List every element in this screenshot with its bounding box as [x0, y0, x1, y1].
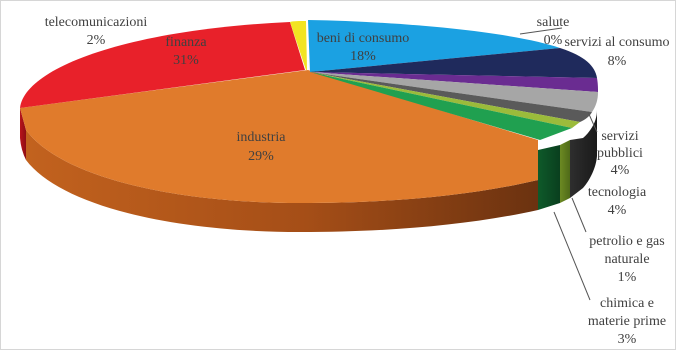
label-petrolio: petrolio e gas naturale 1% — [589, 234, 664, 285]
label-petrolio-line-2: 1% — [618, 270, 637, 285]
label-tecnologia-line-0: tecnologia — [588, 185, 647, 200]
label-telecom-line-1: 2% — [87, 33, 106, 48]
label-beni-line-1: 18% — [350, 49, 376, 64]
slice-telecom — [290, 21, 307, 70]
label-petrolio-line-1: naturale — [604, 252, 649, 267]
label-servizi-consumo: servizi al consumo 8% — [565, 35, 670, 69]
label-industria-line-1: 29% — [248, 149, 274, 164]
label-telecom: telecomunicazioni 2% — [45, 15, 148, 48]
label-salute-line-0: salute — [537, 15, 570, 30]
slice-finanza — [20, 22, 305, 108]
label-beni-line-0: beni di consumo — [317, 31, 410, 46]
wall-chimica — [538, 145, 560, 210]
label-salute: salute 0% — [537, 15, 570, 48]
label-servizi-consumo-line-0: servizi al consumo — [565, 35, 670, 50]
label-servizi-pubblici: servizi pubblici 4% — [597, 129, 643, 178]
slice-industria — [20, 70, 538, 203]
leader-salute — [519, 27, 563, 35]
slice-servizi-consumo — [310, 48, 597, 78]
label-industria: industria 29% — [237, 130, 287, 164]
slice-petrolio — [310, 72, 580, 128]
slice-beni — [308, 20, 560, 72]
label-chimica: chimica e materie prime 3% — [588, 296, 666, 347]
label-servizi-pubblici-line-2: 4% — [611, 163, 630, 178]
label-finanza: finanza 31% — [165, 35, 207, 68]
leader-petrolio — [571, 197, 587, 233]
slice-tecnologia — [310, 72, 592, 122]
label-telecom-line-0: telecomunicazioni — [45, 15, 148, 30]
leader-servizi-pubblici — [587, 111, 598, 133]
label-petrolio-line-0: petrolio e gas — [589, 234, 664, 249]
wall-tecnologia — [570, 110, 597, 198]
label-industria-line-0: industria — [237, 130, 287, 145]
wall-petrolio — [560, 140, 570, 203]
label-salute-line-1: 0% — [544, 33, 563, 48]
wall-finanza — [20, 108, 26, 160]
label-beni: beni di consumo 18% — [317, 31, 410, 64]
label-servizi-pubblici-line-0: servizi — [601, 129, 638, 144]
label-chimica-line-2: 3% — [618, 332, 637, 347]
label-chimica-line-0: chimica e — [600, 296, 654, 311]
label-tecnologia: tecnologia 4% — [588, 185, 647, 218]
label-servizi-pubblici-line-1: pubblici — [597, 146, 643, 161]
slice-servizi-pubblici — [310, 72, 598, 112]
label-tecnologia-line-1: 4% — [608, 203, 627, 218]
label-chimica-line-1: materie prime — [588, 314, 666, 329]
label-finanza-line-1: 31% — [173, 53, 199, 68]
slice-labels: beni di consumo 18% finanza 31% telecomunica… — [45, 15, 670, 347]
wall-industria — [26, 130, 538, 232]
leader-chimica — [553, 211, 591, 301]
slice-chimica — [310, 72, 572, 140]
label-finanza-line-0: finanza — [165, 35, 207, 50]
label-servizi-consumo-line-1: 8% — [608, 54, 627, 69]
